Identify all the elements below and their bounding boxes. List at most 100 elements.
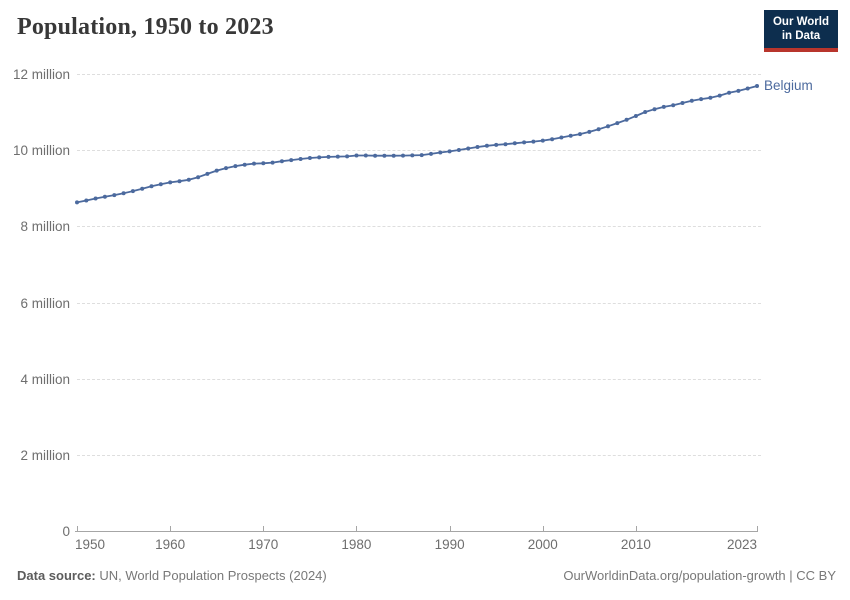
data-point[interactable] xyxy=(382,153,387,158)
data-point[interactable] xyxy=(93,196,98,201)
x-axis-tick-label: 2023 xyxy=(726,537,757,552)
x-axis-tick xyxy=(356,526,358,531)
data-point[interactable] xyxy=(186,177,191,182)
gridline xyxy=(77,302,761,304)
x-axis-tick xyxy=(170,526,172,531)
owid-logo[interactable]: Our World in Data xyxy=(764,10,838,52)
data-point[interactable] xyxy=(317,155,322,160)
data-point[interactable] xyxy=(205,171,210,176)
data-point[interactable] xyxy=(559,135,564,140)
data-point[interactable] xyxy=(438,150,443,155)
data-point[interactable] xyxy=(615,121,620,126)
data-point[interactable] xyxy=(456,148,461,152)
data-point[interactable] xyxy=(224,166,228,171)
y-axis-tick-label: 0 xyxy=(62,524,70,539)
data-point[interactable] xyxy=(112,193,117,198)
gridline xyxy=(77,226,761,228)
x-axis-tick xyxy=(77,526,78,531)
data-point[interactable] xyxy=(447,149,452,154)
data-point[interactable] xyxy=(587,129,592,134)
data-point[interactable] xyxy=(233,164,238,169)
data-point[interactable] xyxy=(606,124,610,129)
y-axis-tick-label: 4 million xyxy=(20,371,70,387)
data-point[interactable] xyxy=(298,157,303,161)
data-point[interactable] xyxy=(307,156,312,160)
x-axis-tick-label: 1970 xyxy=(248,537,279,552)
data-point[interactable] xyxy=(149,184,154,189)
data-point[interactable] xyxy=(84,198,89,203)
x-axis-tick-label: 1980 xyxy=(341,537,372,552)
series-line-belgium[interactable] xyxy=(76,85,758,204)
data-point[interactable] xyxy=(75,200,79,205)
x-axis-tick xyxy=(449,526,451,531)
data-point[interactable] xyxy=(596,127,601,132)
data-point[interactable] xyxy=(242,162,247,167)
data-point[interactable] xyxy=(671,103,676,108)
data-point[interactable] xyxy=(484,143,489,148)
y-axis-tick-label: 2 million xyxy=(20,447,70,463)
y-axis-tick-label: 8 million xyxy=(20,219,70,235)
entity-label-belgium[interactable]: Belgium xyxy=(764,77,813,93)
data-point[interactable] xyxy=(196,175,201,180)
data-point[interactable] xyxy=(503,142,508,147)
data-point[interactable] xyxy=(661,104,666,109)
data-point[interactable] xyxy=(419,153,424,158)
data-point[interactable] xyxy=(158,182,163,187)
data-point[interactable] xyxy=(727,90,732,95)
data-point[interactable] xyxy=(177,179,182,184)
chart-footer: Data source: UN, World Population Prospe… xyxy=(17,568,836,583)
data-point[interactable] xyxy=(689,98,694,103)
data-point[interactable] xyxy=(633,114,638,118)
data-point[interactable] xyxy=(252,161,256,166)
data-point[interactable] xyxy=(140,186,145,191)
data-point[interactable] xyxy=(391,153,396,158)
data-point[interactable] xyxy=(652,107,657,112)
x-axis-tick xyxy=(542,526,544,531)
data-point[interactable] xyxy=(708,95,713,100)
data-point[interactable] xyxy=(578,132,582,137)
data-source-value: UN, World Population Prospects (2024) xyxy=(95,568,327,583)
data-point[interactable] xyxy=(429,151,433,156)
y-axis-tick-label: 10 million xyxy=(12,143,70,159)
data-point[interactable] xyxy=(410,153,415,158)
data-point[interactable] xyxy=(755,84,759,88)
data-point[interactable] xyxy=(680,101,685,105)
data-point[interactable] xyxy=(401,153,405,158)
data-point[interactable] xyxy=(745,86,750,91)
data-point[interactable] xyxy=(717,93,722,98)
data-point[interactable] xyxy=(261,161,266,166)
data-point[interactable] xyxy=(289,158,294,163)
footer-link[interactable]: OurWorldinData.org/population-growth | C… xyxy=(563,568,836,583)
data-point[interactable] xyxy=(494,142,499,147)
data-point[interactable] xyxy=(363,153,368,158)
data-point[interactable] xyxy=(335,154,340,159)
x-axis-tick-label: 1960 xyxy=(155,537,186,552)
data-point[interactable] xyxy=(279,159,284,164)
data-point[interactable] xyxy=(540,138,545,143)
data-point[interactable] xyxy=(214,168,219,173)
data-point[interactable] xyxy=(699,97,704,102)
data-point[interactable] xyxy=(531,139,536,144)
data-point[interactable] xyxy=(466,146,471,151)
data-point[interactable] xyxy=(512,141,517,146)
data-point[interactable] xyxy=(624,117,629,122)
y-axis-tick-label: 6 million xyxy=(20,295,70,311)
data-point[interactable] xyxy=(130,189,135,194)
data-point[interactable] xyxy=(102,194,107,199)
x-axis-tick-label: 2000 xyxy=(527,537,558,552)
data-point[interactable] xyxy=(475,145,480,149)
data-point[interactable] xyxy=(354,153,359,158)
data-point[interactable] xyxy=(550,137,555,142)
data-point[interactable] xyxy=(568,133,573,138)
data-point[interactable] xyxy=(345,154,350,159)
gridline xyxy=(77,378,761,380)
data-point[interactable] xyxy=(121,191,126,196)
data-source-label: Data source: xyxy=(17,568,96,583)
data-point[interactable] xyxy=(326,154,331,159)
data-point[interactable] xyxy=(522,140,527,145)
data-point[interactable] xyxy=(373,153,378,158)
data-point[interactable] xyxy=(736,88,741,93)
data-point[interactable] xyxy=(270,160,275,165)
data-point[interactable] xyxy=(643,110,648,114)
data-point[interactable] xyxy=(168,180,173,185)
